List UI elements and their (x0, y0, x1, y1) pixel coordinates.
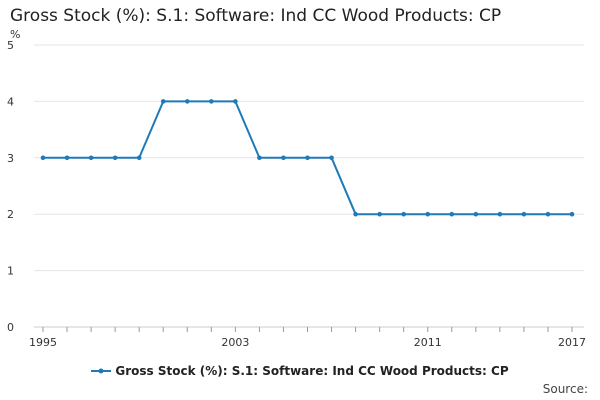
x-tick-label: 2017 (558, 336, 586, 349)
y-tick-label: 0 (7, 321, 14, 334)
y-axis-unit-label: % (10, 28, 21, 41)
y-tick-label: 1 (7, 265, 14, 278)
data-point (329, 155, 334, 161)
legend-label: Gross Stock (%): S.1: Software: Ind CC W… (115, 364, 509, 378)
data-point (88, 155, 94, 161)
data-point (545, 211, 551, 217)
data-point (281, 155, 286, 161)
data-point (257, 155, 262, 161)
chart-title: Gross Stock (%): S.1: Software: Ind CC W… (10, 6, 502, 26)
data-point (40, 155, 46, 161)
data-point (497, 211, 503, 217)
data-point (305, 155, 310, 161)
data-point (569, 211, 575, 217)
legend[interactable]: Gross Stock (%): S.1: Software: Ind CC W… (0, 364, 600, 378)
data-point (112, 155, 118, 161)
y-tick-label: 5 (7, 39, 14, 52)
data-point (353, 211, 358, 217)
data-point (401, 211, 406, 217)
data-point (184, 99, 190, 104)
data-point (521, 211, 527, 217)
data-point (449, 211, 455, 217)
data-point (377, 211, 382, 217)
source-label: Source: (542, 382, 588, 396)
data-point (160, 99, 166, 104)
x-tick-label: 2011 (414, 336, 442, 349)
y-tick-label: 2 (7, 208, 14, 221)
data-point (473, 211, 479, 217)
data-point (136, 155, 142, 161)
data-point (209, 99, 214, 104)
y-tick-label: 4 (7, 95, 14, 108)
y-tick-label: 3 (7, 152, 14, 165)
data-point (425, 211, 431, 217)
legend-swatch (91, 368, 112, 374)
data-point (233, 99, 238, 104)
data-point (64, 155, 70, 161)
x-tick-label: 1995 (29, 336, 57, 349)
x-tick-label: 2003 (221, 336, 249, 349)
